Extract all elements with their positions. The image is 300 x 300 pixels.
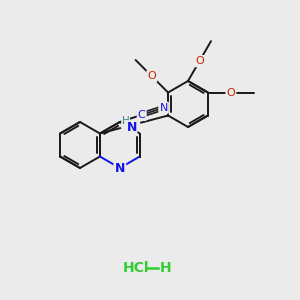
Text: C: C [138, 110, 146, 120]
Text: N: N [115, 161, 125, 175]
Text: N: N [159, 103, 168, 113]
Text: O: O [147, 71, 156, 81]
Text: O: O [195, 56, 204, 66]
Text: HCl: HCl [123, 261, 149, 275]
Text: O: O [226, 88, 235, 98]
Text: H: H [160, 261, 172, 275]
Text: N: N [126, 121, 137, 134]
Text: H: H [122, 116, 130, 126]
